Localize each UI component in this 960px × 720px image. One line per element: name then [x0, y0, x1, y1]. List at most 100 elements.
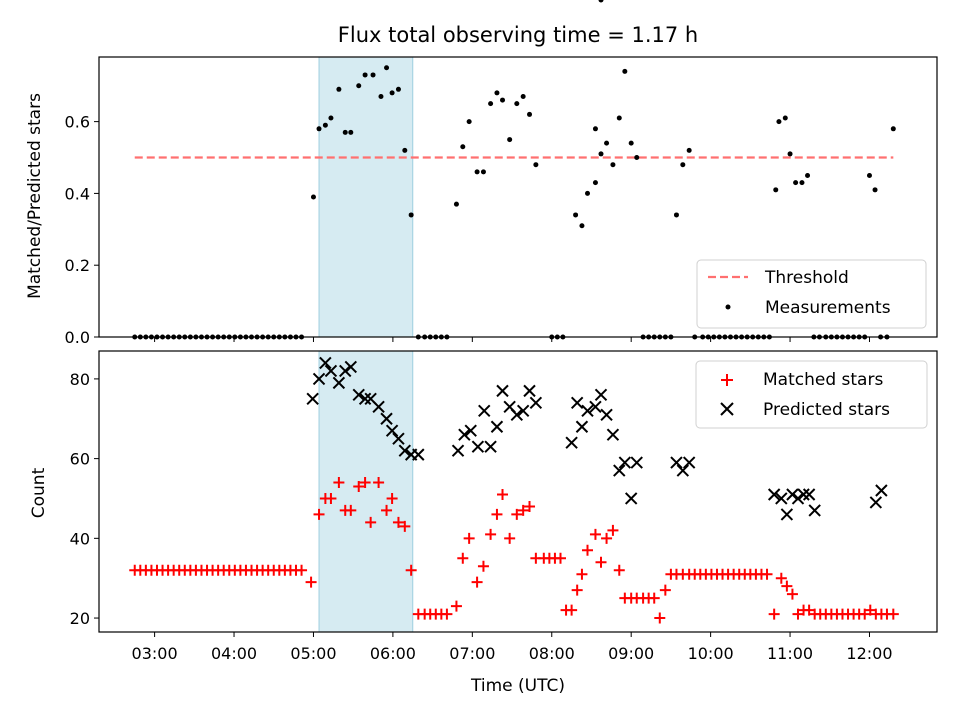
measurement-point — [872, 187, 878, 193]
predicted-star-marker — [339, 364, 352, 378]
legend-matched-label: Matched stars — [763, 370, 883, 390]
matched-star-marker — [648, 592, 660, 604]
measurement-point — [686, 147, 692, 153]
bottom-ylabel: Count — [29, 467, 49, 518]
measurement-point — [585, 190, 591, 196]
matched-star-marker — [859, 608, 871, 620]
legend-predicted-label: Predicted stars — [763, 400, 890, 420]
predicted-star-marker — [392, 432, 405, 445]
matched-star-marker — [305, 576, 317, 588]
predicted-star-marker — [380, 412, 393, 425]
matched-star-marker — [654, 612, 666, 624]
matched-star-marker — [450, 600, 462, 612]
predicted-star-marker — [306, 392, 319, 406]
measurement-point — [628, 140, 634, 146]
bottom-ytick-label: 60 — [70, 450, 90, 469]
matched-star-marker — [296, 564, 308, 576]
chart-title: Flux total observing time = 1.17 h — [338, 23, 698, 47]
measurement-point — [336, 86, 342, 92]
matched-star-marker — [589, 528, 601, 540]
matched-star-marker — [571, 584, 583, 596]
matched-star-marker — [864, 604, 876, 616]
predicted-star-marker — [324, 364, 338, 378]
predicted-star-marker — [529, 396, 543, 410]
measurement-point — [673, 212, 679, 218]
matched-star-marker — [399, 520, 411, 532]
top-ytick-label: 0.2 — [65, 256, 90, 275]
measurement-point — [787, 151, 793, 157]
measurement-point — [773, 187, 779, 193]
measurement-point — [362, 72, 368, 78]
matched-star-marker — [775, 572, 787, 584]
measurement-point — [395, 86, 401, 92]
predicted-star-marker — [670, 456, 683, 469]
matched-star-marker — [333, 477, 345, 489]
measurement-point — [322, 122, 328, 128]
predicted-star-marker — [478, 404, 491, 417]
measurement-point — [776, 119, 782, 125]
predicted-star-marker — [510, 408, 524, 421]
measurement-point — [579, 223, 585, 229]
predicted-star-marker — [312, 372, 326, 386]
matched-star-marker — [781, 580, 793, 592]
matched-star-marker — [381, 504, 393, 516]
measurement-point — [316, 126, 322, 132]
matched-star-marker — [353, 481, 365, 493]
matched-star-marker — [504, 532, 516, 544]
matched-star-marker — [582, 544, 594, 556]
measurement-point — [592, 126, 598, 132]
measurement-point — [680, 162, 686, 168]
matched-star-marker — [359, 477, 371, 489]
matched-star-marker — [373, 477, 385, 489]
measurement-point — [527, 111, 533, 117]
x-axis-label: Time (UTC) — [470, 676, 565, 696]
matched-star-marker — [457, 552, 469, 564]
bottom-legend-box — [695, 360, 928, 429]
predicted-star-marker — [767, 488, 781, 501]
matched-star-marker — [441, 608, 453, 620]
top-axes-frame — [98, 56, 938, 338]
measurement-point — [408, 212, 414, 218]
measurement-point — [453, 201, 459, 207]
predicted-star-marker — [372, 400, 385, 414]
predicted-star-marker — [775, 492, 788, 505]
matched-star-marker — [471, 576, 483, 588]
measurement-point — [610, 162, 616, 168]
measurement-point — [866, 172, 872, 178]
measurement-point — [799, 180, 805, 186]
matched-star-marker — [511, 508, 523, 520]
measurement-point — [370, 72, 376, 78]
predicted-star-marker — [624, 492, 638, 505]
matched-star-marker — [887, 608, 899, 620]
measurement-point — [384, 65, 390, 71]
predicted-star-marker — [458, 428, 471, 441]
matched-star-marker — [761, 568, 773, 580]
matched-star-marker — [786, 588, 798, 600]
predicted-star-marker — [570, 396, 584, 410]
bottom-panel: 20 40 60 80 03:00 04:00 05:00 06:00 07:00 08:00 0… — [29, 350, 938, 696]
measurement-point — [514, 101, 520, 107]
predicted-star-marker — [490, 420, 504, 433]
measurement-point — [389, 90, 395, 96]
predicted-star-marker — [352, 388, 365, 402]
measurement-point — [474, 169, 480, 175]
predicted-star-marker — [594, 388, 608, 402]
predicted-star-marker — [613, 464, 626, 477]
xtick-label: 06:00 — [370, 644, 416, 663]
matched-star-marker — [566, 604, 578, 616]
predicted-star-marker — [385, 424, 399, 437]
predicted-star-marker — [344, 360, 358, 374]
measurement-point — [592, 180, 598, 186]
matched-star-marker — [405, 564, 417, 576]
predicted-star-marker — [412, 448, 425, 461]
matched-star-marker — [803, 604, 815, 616]
top-panel: 0.0 0.2 0.4 0.6 Matched/Predicted stars Thr… — [25, 0, 938, 347]
matched-star-marker — [517, 504, 529, 516]
matched-star-marker — [595, 556, 607, 568]
bottom-ytick-label: 20 — [70, 609, 90, 628]
matched-star-marker — [392, 516, 404, 528]
matched-star-marker — [497, 488, 509, 500]
xtick-label: 08:00 — [529, 644, 575, 663]
legend-matched-marker — [721, 374, 733, 386]
matched-star-marker — [613, 564, 625, 576]
